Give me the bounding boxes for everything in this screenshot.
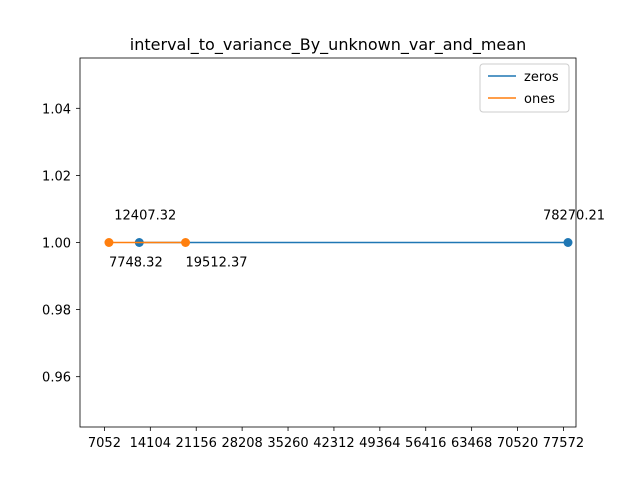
x-tick-label: 7052	[88, 436, 121, 451]
y-tick-label: 0.98	[42, 304, 71, 319]
legend: zeros ones	[479, 63, 570, 113]
x-tick-label: 77572	[543, 436, 584, 451]
data-point-zeros	[563, 238, 573, 247]
data-label: 7748.32	[109, 256, 163, 271]
legend-label: zeros	[524, 70, 559, 85]
x-tick-label: 56416	[405, 436, 446, 451]
legend-label: ones	[524, 92, 555, 107]
x-tick-label: 70520	[497, 436, 538, 451]
x-tick-label: 21156	[176, 436, 217, 451]
data-label: 12407.32	[114, 209, 176, 224]
data-label: 19512.37	[186, 256, 248, 271]
x-tick-label: 63468	[451, 436, 492, 451]
y-tick-label: 1.00	[42, 237, 71, 252]
plot-area: 12407.32 78270.21 7748.32 19512.37	[104, 209, 605, 271]
data-point-ones	[181, 238, 191, 247]
axes: 7052 14104 21156 28208 35260 42312 49364 56416 6…	[42, 57, 584, 451]
data-point-ones	[104, 238, 114, 247]
y-tick-label: 1.04	[42, 102, 71, 117]
x-tick-label: 49364	[359, 436, 400, 451]
x-tick-label: 28208	[221, 436, 262, 451]
data-label: 78270.21	[543, 209, 605, 224]
x-tick-label: 14104	[130, 436, 171, 451]
y-tick-label: 0.96	[42, 371, 71, 386]
x-tick-label: 35260	[267, 436, 308, 451]
chart-title: interval_to_variance_By_unknown_var_and_…	[130, 35, 526, 55]
x-tick-label: 42312	[313, 436, 354, 451]
y-tick-label: 1.02	[42, 169, 71, 184]
